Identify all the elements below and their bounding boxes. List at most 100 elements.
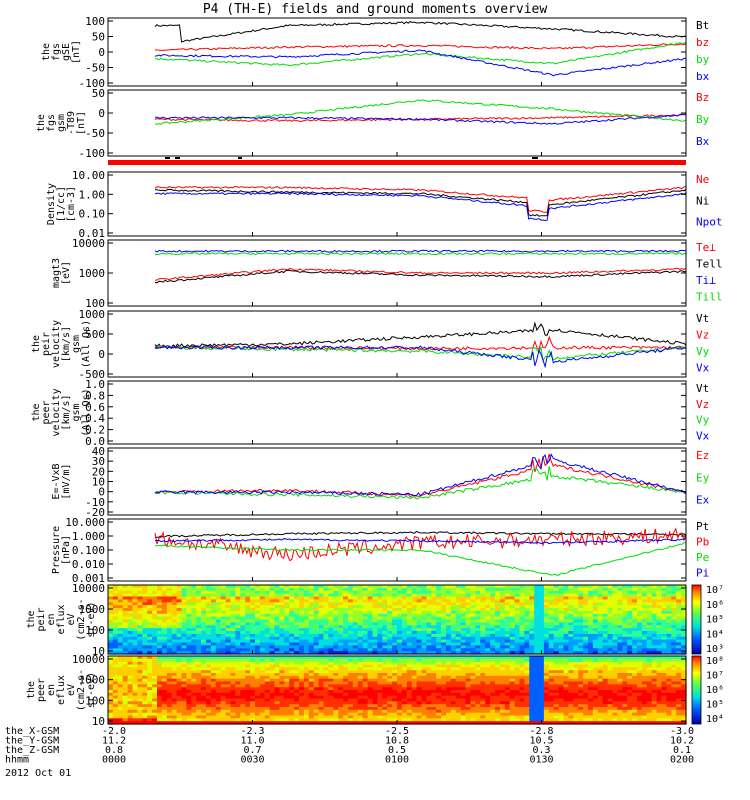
spectrogram-cell <box>490 596 496 600</box>
spectrogram-cell <box>279 656 285 660</box>
spectrogram-cell <box>646 613 653 618</box>
spectrogram-cell <box>617 645 623 649</box>
spectrogram-cell <box>426 664 432 668</box>
spectrogram-cell <box>406 698 413 702</box>
spectrogram-cell <box>406 605 413 609</box>
spectrogram-cell <box>323 701 329 705</box>
spectrogram-cell <box>475 701 481 705</box>
spectrogram-cell <box>328 642 334 646</box>
spectrogram-cell <box>264 648 271 652</box>
spectrogram-cell <box>426 707 432 711</box>
spectrogram-cell <box>676 593 682 598</box>
spectrogram-cell <box>401 605 408 609</box>
spectrogram-cell <box>558 599 565 603</box>
spectrogram-cell <box>171 585 178 589</box>
spectrogram-cell <box>671 625 677 629</box>
spectrogram-cell <box>220 587 227 592</box>
spectrogram-cell <box>338 631 344 635</box>
spectrogram-cell <box>681 590 687 595</box>
spectrogram-cell <box>220 648 227 652</box>
spectrogram-cell <box>411 636 418 641</box>
spectrogram-cell <box>583 613 589 618</box>
spectrogram-cell <box>254 616 261 621</box>
spectrogram-cell <box>181 593 187 598</box>
spectrogram-cell <box>318 675 325 680</box>
spectrogram-cell <box>543 593 550 598</box>
spectrogram-cell <box>397 695 403 700</box>
spectrogram-cell <box>147 616 153 621</box>
spectrogram-cell <box>318 642 325 646</box>
spectrogram-cell <box>181 678 187 683</box>
spectrogram-cell <box>485 608 491 612</box>
spectrogram-cell <box>254 684 261 688</box>
spectrogram-cell <box>235 656 241 660</box>
spectrogram-cell <box>436 639 442 644</box>
spectrogram-cell <box>602 628 609 632</box>
spectrogram-cell <box>303 684 310 688</box>
colorbar-label: 10⁴ <box>706 629 724 640</box>
spectrogram-cell <box>514 636 521 641</box>
spectrogram-cell <box>357 596 364 600</box>
spectrogram-cell <box>279 590 285 595</box>
spectrogram-cell <box>318 590 325 595</box>
spectrogram-cell <box>661 648 667 652</box>
spectrogram-cell <box>235 684 241 688</box>
spectrogram-cell <box>240 619 246 623</box>
spectrogram-cell <box>279 692 285 697</box>
spectrogram-cell <box>235 701 241 705</box>
ylabel-line: peer <box>36 678 47 702</box>
series-line-Npot <box>154 192 687 222</box>
spectrogram-cell <box>592 636 599 641</box>
legend-Bx: Bx <box>696 135 710 148</box>
spectrogram-cell <box>176 667 183 671</box>
spectrogram-cell <box>132 673 138 677</box>
spectrogram-cell <box>137 651 143 655</box>
spectrogram-cell <box>558 610 565 615</box>
spectrogram-cell <box>323 656 329 660</box>
spectrogram-cell <box>308 619 315 623</box>
spectrogram-cell <box>157 698 163 702</box>
spectrogram-cell <box>641 651 648 655</box>
spectrogram-cell <box>637 631 643 635</box>
spectrogram-cell <box>592 593 599 598</box>
spectrogram-cell <box>108 648 114 652</box>
spectrogram-cell <box>122 701 129 705</box>
spectrogram-cell <box>157 695 163 700</box>
spectrogram-cell <box>362 633 369 638</box>
spectrogram-cell <box>176 639 183 644</box>
spectrogram-cell <box>539 585 545 589</box>
spectrogram-cell <box>127 648 134 652</box>
spectrogram-cell <box>441 608 447 612</box>
spectrogram-cell <box>142 687 148 691</box>
spectrogram-cell <box>392 707 398 711</box>
spectrogram-cell <box>284 675 290 680</box>
spectrogram-cell <box>274 639 280 644</box>
spectrogram-cell <box>240 596 246 600</box>
spectrogram-cell <box>666 593 672 598</box>
spectrogram-cell <box>509 639 516 644</box>
spectrogram-cell <box>127 673 134 677</box>
spectrogram-cell <box>215 613 222 618</box>
spectrogram-cell <box>548 619 555 623</box>
spectrogram-cell <box>362 645 369 649</box>
spectrogram-cell <box>416 715 423 719</box>
spectrogram-cell <box>338 593 344 598</box>
spectrogram-cell <box>259 658 266 663</box>
spectrogram-cell <box>240 709 246 714</box>
spectrogram-cell <box>651 610 658 615</box>
spectrogram-cell <box>171 605 178 609</box>
spectrogram-cell <box>661 590 667 595</box>
spectrogram-cell <box>250 707 256 711</box>
spectrogram-cell <box>401 695 408 700</box>
spectrogram-cell <box>362 712 369 717</box>
spectrogram-cell <box>470 651 476 655</box>
spectrogram-cell <box>514 608 521 612</box>
spectrogram-cell <box>509 628 516 632</box>
spectrogram-cell <box>597 605 604 609</box>
spectrogram-cell <box>137 684 143 688</box>
spectrogram-cell <box>617 605 623 609</box>
spectrogram-cell <box>676 631 682 635</box>
spectrogram-cell <box>480 698 486 702</box>
spectrogram-cell <box>431 681 437 685</box>
spectrogram-cell <box>646 622 653 626</box>
